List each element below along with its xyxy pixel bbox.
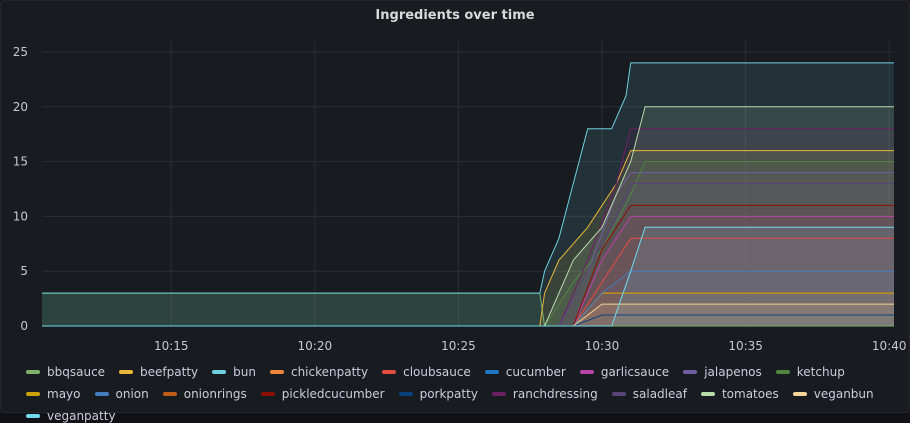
x-tick-label: 10:35 (728, 339, 763, 353)
legend-item-saladleaf[interactable]: saladleaf (611, 386, 687, 401)
legend-item-porkpatty[interactable]: porkpatty (398, 386, 478, 401)
legend-item-cloubsauce[interactable]: cloubsauce (382, 364, 471, 379)
chart-panel: Ingredients over time (0, 0, 910, 413)
series-area-ketchup (42, 161, 894, 326)
legend-swatch (94, 391, 109, 396)
legend-label: ketchup (796, 364, 845, 379)
legend-label: onionrings (183, 386, 247, 401)
legend-label: bun (233, 364, 256, 379)
series-line-beefpatty (42, 150, 894, 327)
legend-swatch (260, 391, 275, 396)
legend-swatch (491, 391, 506, 396)
legend-item-bbqsauce[interactable]: bbqsauce (26, 364, 105, 379)
legend-swatch (162, 391, 177, 396)
legend-swatch (269, 369, 284, 374)
series-area-onion (42, 271, 894, 326)
legend-label: veganbun (813, 386, 874, 401)
legend-label: onion (115, 386, 149, 401)
legend: bbqsauce beefpatty bun chickenpatty cloubsau… (26, 364, 896, 423)
legend-item-onion[interactable]: onion (94, 386, 149, 401)
legend-label: beefpatty (140, 364, 199, 379)
series-line-bun (42, 62, 894, 294)
legend-swatch (683, 369, 698, 374)
y-tick-label: 15 (13, 155, 28, 169)
series-area-cucumber (42, 304, 894, 326)
legend-label: mayo (47, 386, 81, 401)
legend-swatch (579, 369, 594, 374)
legend-swatch (611, 391, 626, 396)
legend-item-beefpatty[interactable]: beefpatty (119, 364, 198, 379)
legend-swatch (26, 413, 40, 418)
legend-swatch (26, 369, 40, 374)
legend-label: chickenpatty (290, 364, 369, 379)
y-tick-label: 10 (13, 209, 28, 223)
legend-item-garlicsauce[interactable]: garlicsauce (579, 364, 670, 379)
series-areas (42, 62, 894, 327)
legend-label: tomatoes (721, 386, 779, 401)
series-area-mayo (42, 293, 894, 326)
legend-item-cucumber[interactable]: cucumber (484, 364, 566, 379)
chart-svg: 0 5 10 15 20 25 10:15 10:20 10:25 10:30 10:35 10:40 (13, 41, 907, 353)
legend-label: veganpatty (47, 408, 116, 423)
legend-swatch (382, 369, 397, 374)
legend-swatch (398, 391, 413, 396)
series-area-porkpatty (42, 315, 894, 326)
legend-item-ketchup[interactable]: ketchup (775, 364, 845, 379)
series-area-beefpatty (42, 150, 894, 326)
legend-label: saladleaf (632, 386, 687, 401)
legend-swatch (212, 369, 227, 374)
legend-item-pickledcucumber[interactable]: pickledcucumber (260, 386, 385, 401)
legend-label: bbqsauce (47, 364, 106, 379)
legend-label: garlicsauce (600, 364, 670, 379)
x-tick-label: 10:15 (154, 339, 189, 353)
series-area-saladleaf (42, 183, 894, 326)
legend-label: cloubsauce (403, 364, 471, 379)
x-tick-label: 10:30 (585, 339, 620, 353)
legend-swatch (119, 369, 134, 374)
legend-swatch (792, 391, 807, 396)
panel-title: Ingredients over time (375, 8, 535, 23)
legend-item-veganbun[interactable]: veganbun (792, 386, 874, 401)
legend-label: ranchdressing (512, 386, 598, 401)
series-area-onionrings (42, 304, 894, 326)
series-area-garlicsauce (42, 216, 894, 326)
legend-item-tomatoes[interactable]: tomatoes (700, 386, 779, 401)
series-line-veganpatty (42, 226, 894, 327)
legend-item-bun[interactable]: bun (212, 364, 256, 379)
series-area-pickledcucumber (42, 205, 894, 326)
x-tick-label: 10:40 (872, 339, 907, 353)
y-tick-label: 25 (13, 45, 28, 59)
legend-swatch (775, 369, 790, 374)
legend-item-onionrings[interactable]: onionrings (162, 386, 247, 401)
series-area-veganbun (42, 304, 894, 326)
legend-item-jalapenos[interactable]: jalapenos (683, 364, 762, 379)
legend-item-chickenpatty[interactable]: chickenpatty (269, 364, 369, 379)
series-area-veganpatty (42, 227, 894, 326)
legend-label: pickledcucumber (281, 386, 385, 401)
x-tick-label: 10:25 (441, 339, 476, 353)
legend-label: cucumber (505, 364, 566, 379)
legend-item-ranchdressing[interactable]: ranchdressing (491, 386, 598, 401)
legend-swatch (484, 369, 499, 374)
legend-label: porkpatty (419, 386, 478, 401)
y-tick-label: 0 (20, 319, 28, 333)
x-tick-label: 10:20 (298, 339, 333, 353)
axis-ticks: 0 5 10 15 20 25 10:15 10:20 10:25 10:30 10:35 10:40 (13, 45, 907, 353)
y-tick-label: 20 (13, 100, 28, 114)
series-area-ranchdressing (42, 128, 894, 326)
legend-item-veganpatty[interactable]: veganpatty (26, 408, 116, 423)
y-tick-label: 5 (20, 264, 28, 278)
series-area-bbqsauce (42, 293, 894, 326)
series-area-jalapenos (42, 172, 894, 326)
legend-item-mayo[interactable]: mayo (26, 386, 81, 401)
legend-swatch (26, 391, 40, 396)
legend-label: jalapenos (704, 364, 762, 379)
series-area-chickenpatty (42, 293, 894, 326)
series-lines (42, 62, 894, 327)
legend-swatch (700, 391, 715, 396)
